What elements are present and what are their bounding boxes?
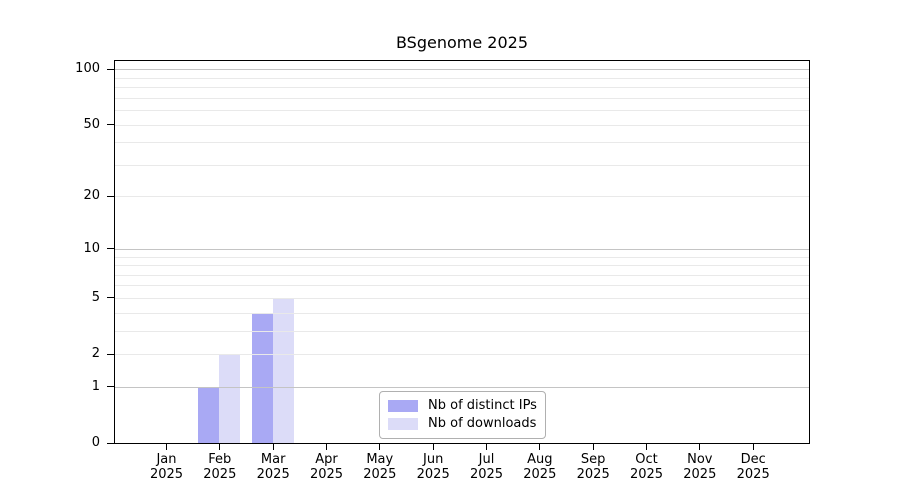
bar-mar-distinct-ips xyxy=(251,312,273,443)
x-label-year: 2025 xyxy=(203,467,237,482)
x-label-month: Oct xyxy=(635,452,658,467)
x-tick-label-sep: Sep 2025 xyxy=(563,452,623,482)
x-tick-jan xyxy=(166,444,167,450)
x-tick-mar xyxy=(272,444,274,450)
x-label-year: 2025 xyxy=(683,467,717,482)
bar-mar-downloads xyxy=(272,297,294,443)
y-tick-20 xyxy=(107,195,114,197)
plot-area: Nb of distinct IPs Nb of downloads xyxy=(114,60,810,444)
x-tick-feb xyxy=(219,444,221,450)
x-label-month: Feb xyxy=(208,452,232,467)
bars-layer xyxy=(115,61,809,443)
x-tick-sep xyxy=(592,444,594,450)
x-label-month: Dec xyxy=(740,452,766,467)
y-tick-label-5: 5 xyxy=(91,289,100,305)
x-label-month: Nov xyxy=(687,452,713,467)
x-tick-label-nov: Nov 2025 xyxy=(670,452,730,482)
x-tick-label-feb: Feb 2025 xyxy=(190,452,250,482)
y-tick-label-2: 2 xyxy=(91,346,100,361)
x-tick-label-aug: Aug 2025 xyxy=(510,452,570,482)
x-label-month: Apr xyxy=(315,452,338,467)
legend-label: Nb of distinct IPs xyxy=(428,398,537,413)
legend-swatch xyxy=(388,418,418,430)
y-tick-10 xyxy=(107,248,114,250)
x-tick-label-dec: Dec 2025 xyxy=(723,452,783,482)
y-tick-label-100: 100 xyxy=(75,61,100,77)
chart-title: BSgenome 2025 xyxy=(395,33,528,52)
legend-row-downloads: Nb of downloads xyxy=(384,415,541,433)
x-tick-dec xyxy=(752,444,754,450)
x-label-month: Mar xyxy=(260,452,286,467)
x-label-month: May xyxy=(366,452,394,467)
legend: Nb of distinct IPs Nb of downloads xyxy=(379,391,546,439)
x-tick-apr xyxy=(326,444,327,450)
y-tick-2 xyxy=(107,353,114,355)
x-label-year: 2025 xyxy=(576,467,610,482)
x-label-year: 2025 xyxy=(149,467,184,482)
x-tick-label-apr: Apr 2025 xyxy=(297,452,357,482)
x-label-year: 2025 xyxy=(363,467,397,482)
x-tick-label-jun: Jun 2025 xyxy=(403,452,463,482)
y-tick-100 xyxy=(107,68,114,70)
x-label-month: Aug xyxy=(527,452,553,467)
x-tick-label-mar: Mar 2025 xyxy=(243,452,303,482)
x-tick-oct xyxy=(646,444,647,450)
x-tick-label-may: May 2025 xyxy=(350,452,410,482)
x-label-year: 2025 xyxy=(736,467,770,482)
y-tick-label-50: 50 xyxy=(83,116,100,132)
x-tick-may xyxy=(379,444,381,450)
legend-row-distinct-ips: Nb of distinct IPs xyxy=(384,397,541,415)
x-label-year: 2025 xyxy=(416,467,450,482)
y-tick-label-0: 0 xyxy=(91,435,100,450)
x-tick-jun xyxy=(432,444,434,450)
y-tick-label-10: 10 xyxy=(83,240,100,256)
y-tick-1 xyxy=(107,386,114,388)
x-tick-nov xyxy=(699,444,701,450)
x-label-month: Sep xyxy=(580,452,606,467)
x-label-year: 2025 xyxy=(256,467,290,482)
bar-feb-downloads xyxy=(219,354,241,443)
y-tick-50 xyxy=(107,124,114,125)
x-label-year: 2025 xyxy=(629,467,664,482)
x-label-month: Jul xyxy=(478,452,495,467)
legend-label: Nb of downloads xyxy=(428,416,537,431)
x-label-month: Jan xyxy=(156,452,177,467)
x-tick-aug xyxy=(539,444,541,450)
x-label-month: Jun xyxy=(423,452,444,467)
y-tick-5 xyxy=(107,297,114,299)
y-tick-label-20: 20 xyxy=(83,188,100,204)
x-tick-label-jul: Jul 2025 xyxy=(457,452,517,482)
y-tick-0 xyxy=(107,442,114,444)
x-tick-label-oct: Oct 2025 xyxy=(617,452,677,482)
x-tick-label-jan: Jan 2025 xyxy=(137,452,197,482)
legend-swatch xyxy=(388,400,418,412)
x-tick-jul xyxy=(486,444,487,450)
x-label-year: 2025 xyxy=(523,467,557,482)
x-label-year: 2025 xyxy=(469,467,504,482)
y-tick-label-1: 1 xyxy=(91,378,100,394)
bar-feb-distinct-ips xyxy=(198,386,220,443)
x-label-year: 2025 xyxy=(309,467,344,482)
